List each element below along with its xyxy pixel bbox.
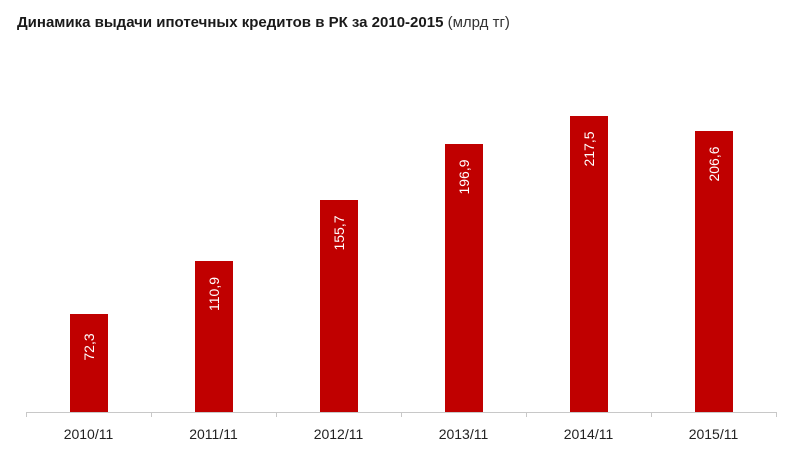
x-axis-tick: [776, 412, 777, 417]
x-axis-tick: [651, 412, 652, 417]
x-axis-label: 2014/11: [563, 426, 614, 442]
chart-title: Динамика выдачи ипотечных кредитов в РК …: [17, 14, 510, 31]
bar-value-label: 155,7: [331, 215, 347, 251]
x-axis-tick: [276, 412, 277, 417]
bar-value-label: 72,3: [81, 333, 97, 361]
x-axis-label: 2013/11: [438, 426, 489, 442]
bar-value-label: 110,9: [206, 277, 222, 311]
bar-2010-11: 72,3: [70, 314, 108, 412]
chart-title-main: Динамика выдачи ипотечных кредитов в РК …: [17, 14, 444, 31]
bar-2015-11: 206,6: [695, 131, 733, 412]
bar-value-label: 217,5: [581, 131, 597, 167]
x-axis-label: 2011/11: [189, 426, 238, 442]
bar-2012-11: 155,7: [320, 200, 358, 412]
x-axis-label: 2010/11: [63, 426, 114, 442]
bar-2011-11: 110,9: [195, 261, 233, 412]
bar-2013-11: 196,9: [445, 144, 483, 412]
x-axis-tick: [401, 412, 402, 417]
bar-2014-11: 217,5: [570, 116, 608, 412]
x-axis-label: 2012/11: [313, 426, 364, 442]
x-axis-tick: [526, 412, 527, 417]
x-axis-label: 2015/11: [688, 426, 739, 442]
chart-title-unit: (млрд тг): [447, 14, 510, 31]
x-axis-tick: [151, 412, 152, 417]
bar-value-label: 196,9: [456, 159, 472, 195]
bar-value-label: 206,6: [706, 146, 722, 182]
x-axis-tick: [26, 412, 27, 417]
